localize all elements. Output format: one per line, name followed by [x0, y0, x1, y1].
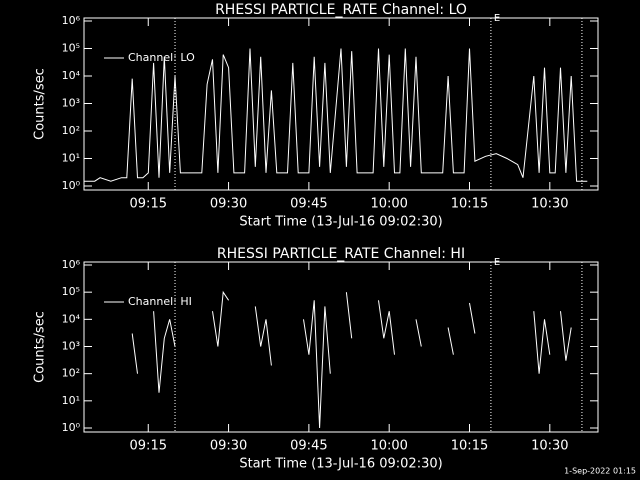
- x-tick-label: 09:45: [290, 197, 327, 212]
- x-axis-label: Start Time (13-Jul-16 09:02:30): [239, 215, 442, 230]
- marker-label: E: [494, 257, 500, 268]
- x-tick-label: 10:00: [370, 197, 407, 212]
- y-tick-label: 10²: [62, 367, 80, 380]
- y-axis-label: Counts/sec: [33, 311, 48, 383]
- legend-label: Channel: HI: [128, 295, 192, 308]
- y-tick-label: 10¹: [62, 394, 80, 407]
- marker-label: E: [494, 13, 500, 24]
- data-line: [131, 290, 572, 429]
- plot-frame: [83, 17, 599, 191]
- y-tick-label: 10⁰: [62, 421, 81, 434]
- x-tick-label: 10:15: [451, 439, 488, 454]
- legend-label: Channel: LO: [128, 51, 195, 64]
- y-tick-label: 10⁴: [62, 312, 81, 325]
- chart-title: RHESSI PARTICLE_RATE Channel: HI: [217, 246, 465, 262]
- data-line: [84, 48, 588, 182]
- y-tick-label: 10⁰: [62, 179, 81, 192]
- plot-frame: [83, 261, 599, 433]
- x-tick-label: 10:00: [370, 439, 407, 454]
- x-tick-label: 09:45: [290, 439, 327, 454]
- y-tick-label: 10⁶: [62, 14, 81, 27]
- x-tick-label: 09:15: [130, 197, 167, 212]
- y-tick-label: 10¹: [62, 152, 80, 165]
- timestamp: 1-Sep-2022 01:15: [564, 467, 636, 476]
- x-tick-label: 09:30: [210, 439, 247, 454]
- chart-title: RHESSI PARTICLE_RATE Channel: LO: [215, 2, 467, 18]
- y-tick-label: 10⁵: [62, 285, 80, 298]
- y-tick-label: 10³: [62, 97, 80, 110]
- y-axis-label: Counts/sec: [33, 68, 48, 140]
- x-tick-label: 09:15: [130, 439, 167, 454]
- y-tick-label: 10²: [62, 124, 80, 137]
- x-tick-label: 10:30: [531, 197, 568, 212]
- x-tick-label: 10:30: [531, 439, 568, 454]
- y-tick-label: 10⁵: [62, 42, 80, 55]
- x-axis-label: Start Time (13-Jul-16 09:02:30): [239, 457, 442, 472]
- y-tick-label: 10³: [62, 340, 80, 353]
- y-tick-label: 10⁶: [62, 258, 81, 271]
- y-tick-label: 10⁴: [62, 69, 81, 82]
- x-tick-label: 10:15: [451, 197, 488, 212]
- x-tick-label: 09:30: [210, 197, 247, 212]
